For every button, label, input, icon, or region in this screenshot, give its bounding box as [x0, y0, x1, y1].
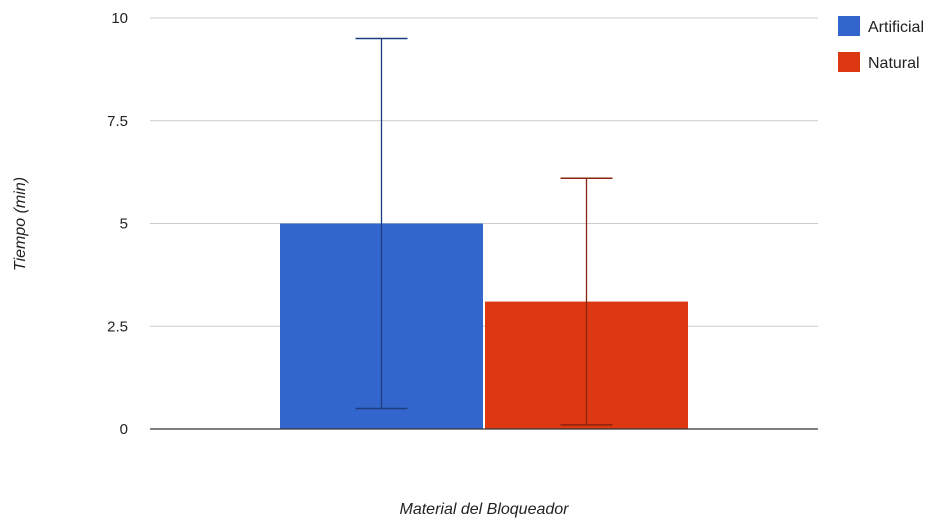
y-tick-label: 5 — [120, 216, 128, 233]
y-tick-labels: 0 2.5 5 7.5 10 — [107, 10, 128, 438]
legend: Artificial Natural — [838, 16, 924, 72]
x-axis-title: Material del Bloqueador — [400, 501, 570, 518]
y-tick-label: 2.5 — [107, 318, 128, 335]
error-bars — [355, 37, 613, 426]
gridlines — [150, 17, 818, 327]
y-tick-label: 7.5 — [107, 113, 128, 130]
legend-swatch-artificial — [838, 16, 860, 36]
y-axis-title: Tiempo (min) — [12, 177, 29, 271]
y-tick-label: 10 — [111, 10, 128, 27]
y-tick-label: 0 — [120, 421, 128, 438]
legend-label-artificial: Artificial — [868, 19, 924, 36]
legend-label-natural: Natural — [868, 55, 920, 72]
legend-swatch-natural — [838, 52, 860, 72]
